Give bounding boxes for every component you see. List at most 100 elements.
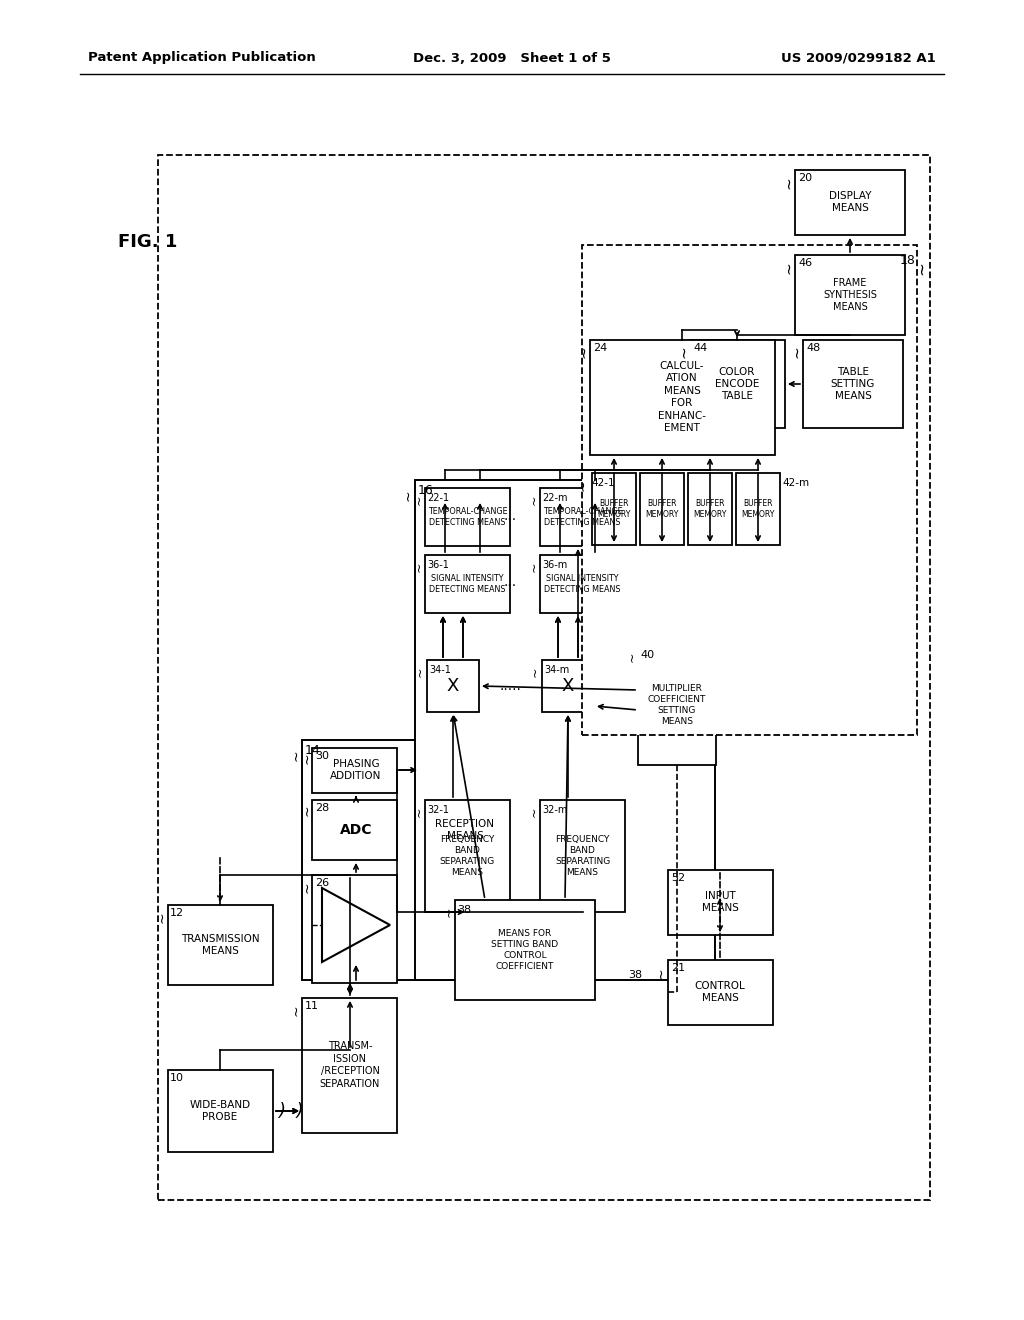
Text: ~: ~ [413,807,426,817]
Text: 32-m: 32-m [542,805,567,814]
Text: X: X [562,677,574,696]
Text: ~: ~ [300,882,314,892]
Text: 34-m: 34-m [544,665,569,675]
Text: 34-1: 34-1 [429,665,451,675]
Text: ~: ~ [300,752,314,764]
Text: SIGNAL INTENSITY
DETECTING MEANS: SIGNAL INTENSITY DETECTING MEANS [429,574,506,594]
Text: ~: ~ [413,562,426,573]
Text: 36-m: 36-m [542,560,567,570]
Bar [582,246,918,735]
Bar [592,473,636,545]
Text: 44: 44 [693,343,708,352]
Bar [540,554,625,612]
Bar [668,870,773,935]
Text: FIG. 1: FIG. 1 [118,234,177,251]
Text: ~: ~ [289,750,303,760]
Text: Dec. 3, 2009   Sheet 1 of 5: Dec. 3, 2009 Sheet 1 of 5 [413,51,611,65]
Text: .....: ..... [499,678,521,693]
Bar [590,341,775,455]
Bar [540,488,625,546]
Bar [312,800,397,861]
Bar [542,660,594,711]
Text: X: X [446,677,459,696]
Text: 21: 21 [671,964,685,973]
Text: 10: 10 [170,1073,184,1082]
Text: ~: ~ [788,346,804,358]
Text: ~: ~ [155,911,169,923]
Text: DISPLAY
MEANS: DISPLAY MEANS [828,191,871,214]
Text: RECEPTION
MEANS: RECEPTION MEANS [435,818,495,841]
Text: ~: ~ [626,652,639,663]
Text: ~: ~ [528,667,542,677]
Text: BUFFER
MEMORY: BUFFER MEMORY [741,499,775,519]
Text: TEMPORAL-CHANGE
DETECTING MEANS: TEMPORAL-CHANGE DETECTING MEANS [543,507,623,527]
Text: 12: 12 [170,908,184,917]
Text: US 2009/0299182 A1: US 2009/0299182 A1 [781,51,936,65]
Bar [415,480,715,979]
Text: TABLE
SETTING
MEANS: TABLE SETTING MEANS [830,367,876,401]
Bar [795,255,905,335]
Text: 20: 20 [798,173,812,183]
Bar [803,341,903,428]
Text: ~: ~ [913,261,931,275]
Text: ~: ~ [289,1005,303,1016]
Text: MEANS FOR
SETTING BAND
CONTROL
COEFFICIENT: MEANS FOR SETTING BAND CONTROL COEFFICIE… [492,929,558,972]
Bar [690,341,785,428]
Text: 22-m: 22-m [542,492,567,503]
Text: TEMPORAL-CHANGE
DETECTING MEANS: TEMPORAL-CHANGE DETECTING MEANS [428,507,507,527]
Text: MULTIPLIER
COEFFICIENT
SETTING
MEANS: MULTIPLIER COEFFICIENT SETTING MEANS [648,684,707,726]
Text: 14: 14 [305,743,321,756]
Bar [640,473,684,545]
Bar [668,960,773,1026]
Text: TRANSM-
ISSION
/RECEPTION
SEPARATION: TRANSM- ISSION /RECEPTION SEPARATION [319,1041,380,1089]
Text: CONTROL
MEANS: CONTROL MEANS [694,981,745,1003]
Text: 11: 11 [305,1001,319,1011]
Text: 42-m: 42-m [782,478,809,488]
Text: 32-1: 32-1 [427,805,449,814]
Text: ~: ~ [780,261,796,275]
Text: ~: ~ [676,346,690,358]
Text: PHASING
ADDITION: PHASING ADDITION [331,759,382,781]
Text: FREQUENCY
BAND
SEPARATING
MEANS: FREQUENCY BAND SEPARATING MEANS [555,834,610,878]
Bar [168,906,273,985]
Text: TRANSMISSION
MEANS: TRANSMISSION MEANS [180,933,259,956]
Text: 38: 38 [628,970,642,979]
Text: ~: ~ [780,177,796,189]
Text: BUFFER
MEMORY: BUFFER MEMORY [597,499,631,519]
Text: 42-1: 42-1 [591,478,614,488]
Text: ~: ~ [300,804,314,816]
Bar [312,875,397,983]
Text: 52: 52 [671,873,685,883]
Bar [540,800,625,912]
Text: CALCUL-
ATION
MEANS
FOR
ENHANC-
EMENT: CALCUL- ATION MEANS FOR ENHANC- EMENT [658,360,706,433]
Text: 28: 28 [315,803,330,813]
Bar [312,748,397,793]
Bar [688,473,732,545]
Text: 40: 40 [640,649,654,660]
Text: ~: ~ [527,495,541,506]
Text: 30: 30 [315,751,329,762]
Text: COLOR
ENCODE
TABLE: COLOR ENCODE TABLE [715,367,759,401]
Bar [425,800,510,912]
Text: BUFFER
MEMORY: BUFFER MEMORY [645,499,679,519]
Text: ...: ... [504,576,516,589]
Text: ~: ~ [527,807,541,817]
Bar [302,741,537,979]
Text: )  ): ) ) [278,1102,303,1119]
Text: ~: ~ [575,346,591,358]
Bar [736,473,780,545]
Text: 46: 46 [798,257,812,268]
Text: ...: ... [504,510,516,523]
Text: ~: ~ [654,968,668,979]
Text: WIDE-BAND
PROBE: WIDE-BAND PROBE [189,1100,251,1122]
Bar [168,1071,273,1152]
Text: ~: ~ [442,907,456,917]
Text: ~: ~ [414,667,427,677]
Text: 36-1: 36-1 [427,560,449,570]
Text: 16: 16 [418,483,434,496]
Text: 38: 38 [457,906,471,915]
Text: ADC: ADC [340,822,373,837]
Bar [427,660,479,711]
Bar [425,488,510,546]
Bar [302,998,397,1133]
